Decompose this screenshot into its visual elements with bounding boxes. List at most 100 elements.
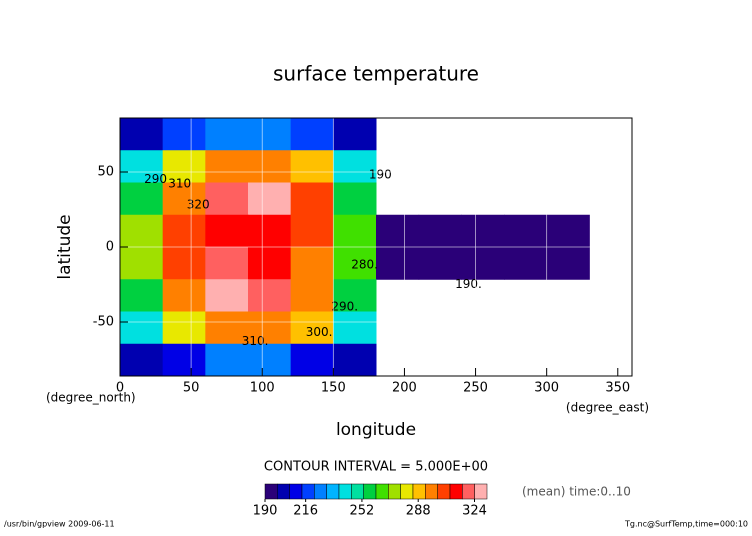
cell bbox=[461, 247, 505, 280]
cell bbox=[290, 150, 334, 183]
cell bbox=[290, 118, 334, 151]
cell bbox=[162, 279, 206, 312]
cell bbox=[418, 214, 462, 248]
colorbar-swatch bbox=[449, 483, 463, 500]
y-tick-label: 0 bbox=[106, 240, 114, 255]
contour-label: 290 bbox=[144, 172, 167, 186]
y-unit: (degree_north) bbox=[46, 391, 136, 405]
contour-label: 310 bbox=[168, 177, 191, 191]
cell bbox=[504, 247, 548, 280]
cell bbox=[205, 343, 249, 377]
colorbar-swatch bbox=[425, 483, 438, 500]
cell bbox=[461, 214, 505, 248]
cell bbox=[162, 247, 206, 280]
colorbar-swatch bbox=[388, 483, 401, 500]
colorbar-swatch bbox=[363, 483, 377, 500]
cell bbox=[546, 214, 590, 248]
colorbar-swatch bbox=[474, 483, 488, 500]
colorbar-swatch bbox=[264, 483, 278, 500]
cell bbox=[205, 182, 249, 216]
colorbar-swatch bbox=[314, 483, 327, 500]
cell bbox=[248, 118, 292, 151]
chart-title: surface temperature bbox=[273, 62, 479, 86]
cell bbox=[120, 311, 164, 345]
cell bbox=[333, 182, 377, 216]
colorbar-swatch bbox=[412, 483, 426, 500]
cell bbox=[290, 182, 334, 216]
colorbar-swatch bbox=[351, 483, 364, 500]
cell bbox=[248, 311, 292, 345]
cell bbox=[333, 118, 377, 151]
contour-label: 290. bbox=[331, 300, 358, 314]
cell bbox=[248, 247, 292, 280]
x-tick-label: 150 bbox=[321, 381, 346, 396]
cell bbox=[205, 214, 249, 248]
cell bbox=[205, 118, 249, 151]
cell bbox=[546, 247, 590, 280]
contour-interval: CONTOUR INTERVAL = 5.000E+00 bbox=[264, 460, 488, 475]
contour-label: 190 bbox=[369, 168, 392, 182]
x-tick-label: 100 bbox=[250, 381, 275, 396]
x-axis-label: longitude bbox=[336, 420, 416, 440]
y-tick-label: 50 bbox=[97, 165, 114, 180]
cell bbox=[290, 247, 334, 280]
cell bbox=[162, 182, 206, 216]
cell bbox=[333, 247, 377, 280]
colorbar-swatch bbox=[277, 483, 290, 500]
cell bbox=[333, 150, 377, 183]
cell bbox=[290, 214, 334, 248]
cell bbox=[120, 279, 164, 312]
cell bbox=[162, 343, 206, 377]
colorbar-tick-label: 252 bbox=[350, 504, 375, 519]
x-tick-label: 250 bbox=[463, 381, 488, 396]
contour-label: 190. bbox=[455, 277, 482, 291]
cell bbox=[333, 343, 377, 377]
colorbar-tick-label: 324 bbox=[462, 504, 487, 519]
cell bbox=[162, 150, 206, 183]
colorbar-tick-label: 190 bbox=[253, 504, 278, 519]
cell bbox=[376, 214, 420, 248]
cell bbox=[333, 279, 377, 312]
contour-label: 320 bbox=[187, 198, 210, 212]
colorbar-swatch bbox=[400, 483, 414, 500]
colorbar-swatch bbox=[462, 483, 475, 500]
cell bbox=[248, 214, 292, 248]
cell bbox=[290, 279, 334, 312]
cell bbox=[333, 311, 377, 345]
y-tick-label: -50 bbox=[93, 315, 114, 330]
cell bbox=[205, 150, 249, 183]
cell bbox=[120, 118, 164, 151]
cell bbox=[120, 247, 164, 280]
x-unit: (degree_east) bbox=[566, 401, 649, 415]
cell bbox=[205, 279, 249, 312]
x-tick-label: 350 bbox=[605, 381, 630, 396]
x-tick-label: 0 bbox=[116, 381, 124, 396]
x-tick-label: 300 bbox=[534, 381, 559, 396]
cell bbox=[248, 150, 292, 183]
cell bbox=[333, 214, 377, 248]
contour-label: 300. bbox=[306, 325, 333, 339]
cell bbox=[205, 247, 249, 280]
cell bbox=[120, 214, 164, 248]
x-tick-label: 200 bbox=[392, 381, 417, 396]
x-tick-label: 50 bbox=[183, 381, 200, 396]
colorbar-swatch bbox=[289, 483, 303, 500]
cell bbox=[162, 214, 206, 248]
cell bbox=[120, 343, 164, 377]
colorbar-swatch bbox=[326, 483, 340, 500]
colorbar-tick-label: 216 bbox=[293, 504, 318, 519]
cell bbox=[120, 182, 164, 216]
cell bbox=[162, 118, 206, 151]
y-axis-label: latitude bbox=[55, 214, 75, 279]
cell bbox=[205, 311, 249, 345]
cell bbox=[120, 150, 164, 183]
contour-label: 280. bbox=[351, 258, 378, 272]
cell bbox=[248, 279, 292, 312]
colorbar-tick-label: 288 bbox=[406, 504, 431, 519]
colorbar-swatch bbox=[301, 483, 315, 500]
cell bbox=[290, 311, 334, 345]
plot-frame bbox=[119, 117, 633, 377]
cell bbox=[248, 182, 292, 216]
